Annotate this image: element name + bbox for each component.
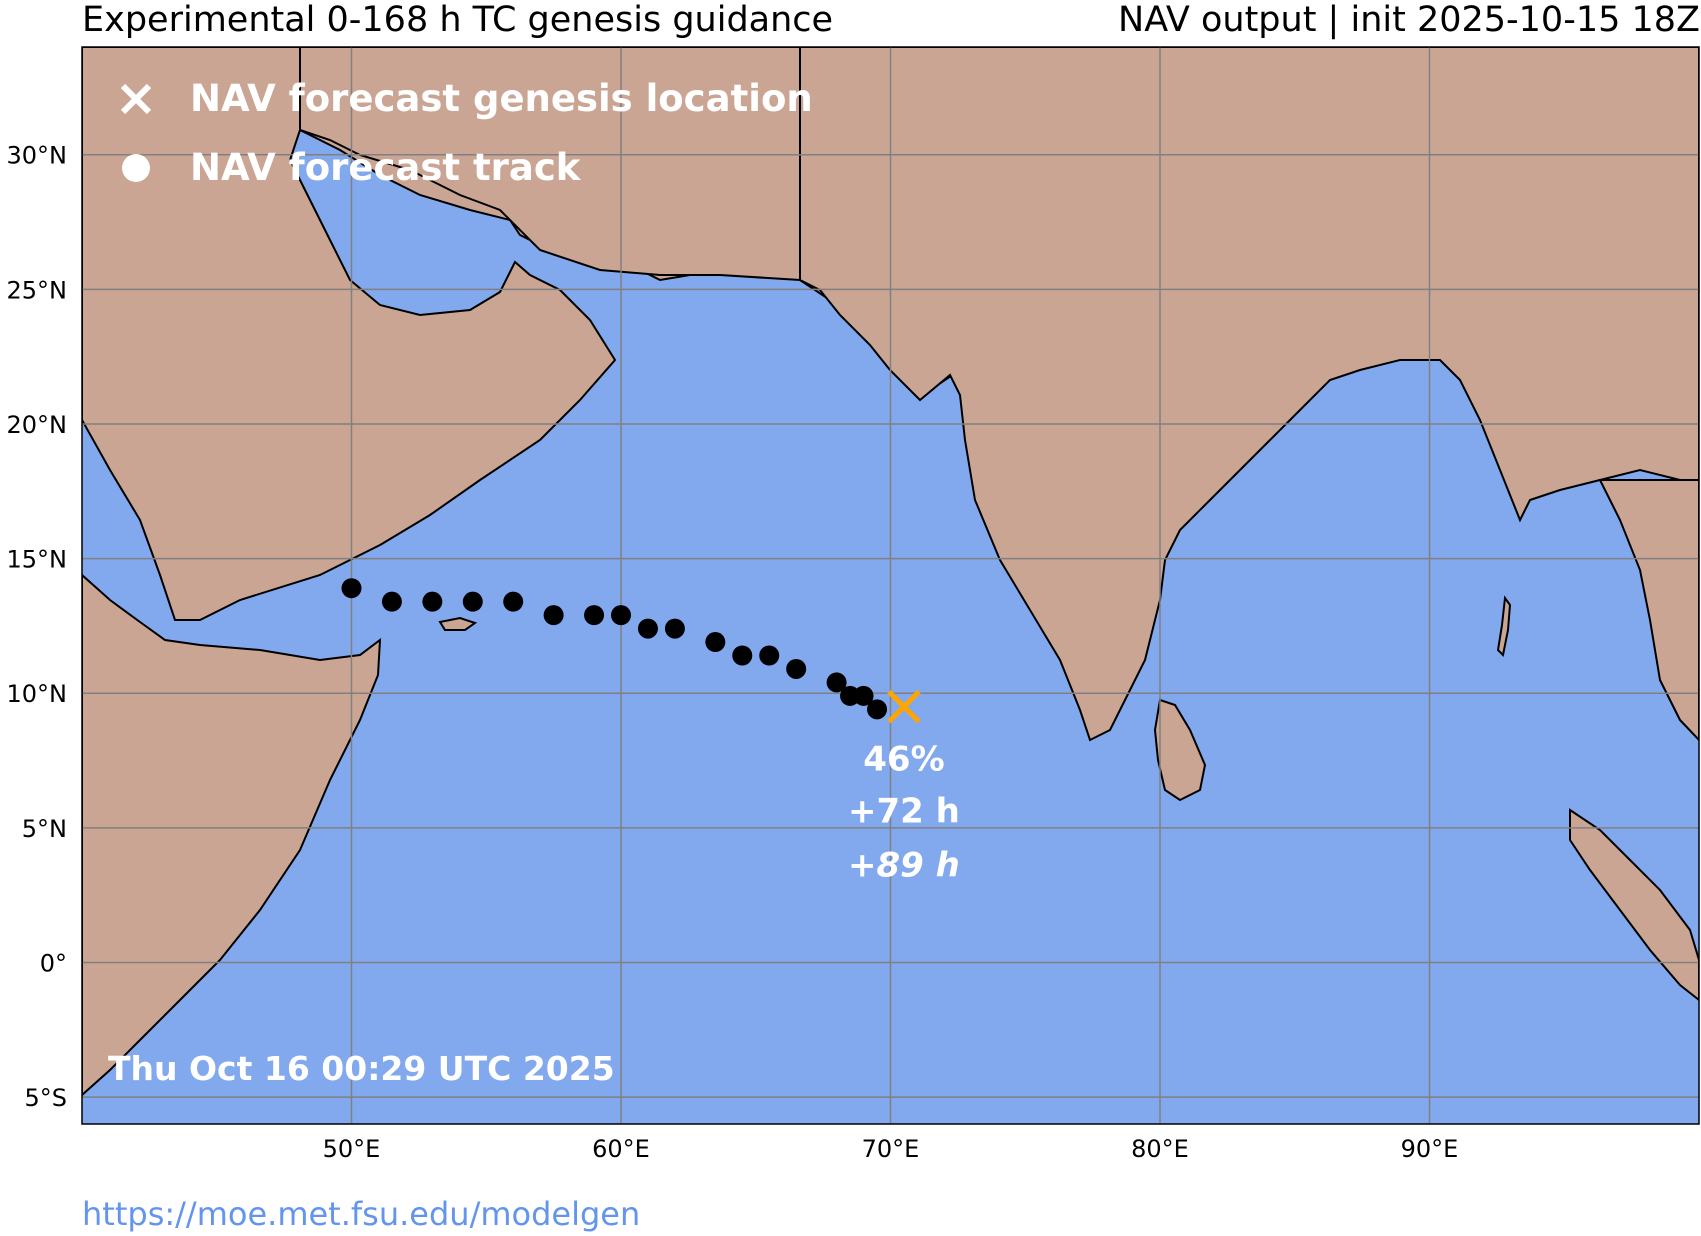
track-legend-icon xyxy=(122,154,150,182)
track-point xyxy=(732,645,753,666)
track-point xyxy=(462,591,483,612)
track-point xyxy=(705,632,726,653)
footer-url-link[interactable]: https://moe.met.fsu.edu/modelgen xyxy=(82,1195,641,1233)
land-southeast-asia xyxy=(1598,479,1699,742)
lat-tick-label: 25°N xyxy=(7,276,68,304)
timestamp: Thu Oct 16 00:29 UTC 2025 xyxy=(108,1049,615,1088)
model-init-label: NAV output | init 2025-10-15 18Z xyxy=(1118,0,1700,40)
lon-tick-label: 90°E xyxy=(1401,1135,1459,1163)
track-point xyxy=(381,591,402,612)
track-point xyxy=(341,578,362,599)
lat-tick-label: 20°N xyxy=(7,411,68,439)
land-africa xyxy=(82,573,382,1097)
lat-tick-label: 30°N xyxy=(7,142,68,170)
forecast-track xyxy=(341,578,888,720)
genesis-marker xyxy=(887,689,921,724)
lon-tick-label: 50°E xyxy=(323,1135,381,1163)
track-point xyxy=(826,672,847,693)
land-india xyxy=(799,47,1699,742)
track-point xyxy=(867,699,888,720)
genesis-probability: 46% xyxy=(863,740,944,780)
track-point xyxy=(611,605,631,626)
land-sri-lanka xyxy=(1153,698,1207,802)
track-point xyxy=(543,605,564,626)
lat-tick-label: 15°N xyxy=(7,546,68,574)
land-sumatra xyxy=(1569,808,1699,1002)
genesis-lead-time: +72 h xyxy=(848,792,960,832)
legend: NAV forecast genesis location NAV foreca… xyxy=(120,77,813,189)
map-title: Experimental 0-168 h TC genesis guidance xyxy=(82,0,834,40)
track-point xyxy=(503,591,524,612)
lat-tick-label: 5°S xyxy=(24,1084,67,1112)
land-andaman xyxy=(1496,595,1512,658)
land-socotra xyxy=(438,616,478,631)
lon-tick-label: 80°E xyxy=(1131,1135,1189,1163)
track-point xyxy=(637,618,658,639)
track-point xyxy=(759,645,780,666)
land-masses xyxy=(82,47,1699,1097)
track-point xyxy=(786,658,807,679)
lon-tick-label: 60°E xyxy=(592,1135,650,1163)
track-point xyxy=(664,618,685,639)
track-point xyxy=(853,685,874,706)
lat-tick-label: 10°N xyxy=(7,680,68,708)
track-point xyxy=(584,605,605,626)
lon-tick-label: 70°E xyxy=(862,1135,920,1163)
legend-genesis-label: NAV forecast genesis location xyxy=(190,77,813,120)
lat-tick-label: 0° xyxy=(40,949,67,977)
map-frame xyxy=(81,46,1700,1125)
genesis-legend-icon xyxy=(120,83,152,115)
genesis-x-stroke xyxy=(887,689,921,724)
track-point xyxy=(422,591,443,612)
legend-track-label: NAV forecast track xyxy=(190,146,582,189)
lat-tick-label: 5°N xyxy=(22,815,67,843)
axis-ticks: 50°E 60°E 70°E 80°E 90°E 30°N 25°N 20°N 15°N 10°N… xyxy=(7,142,1459,1163)
genesis-secondary-time: +89 h xyxy=(848,846,960,886)
